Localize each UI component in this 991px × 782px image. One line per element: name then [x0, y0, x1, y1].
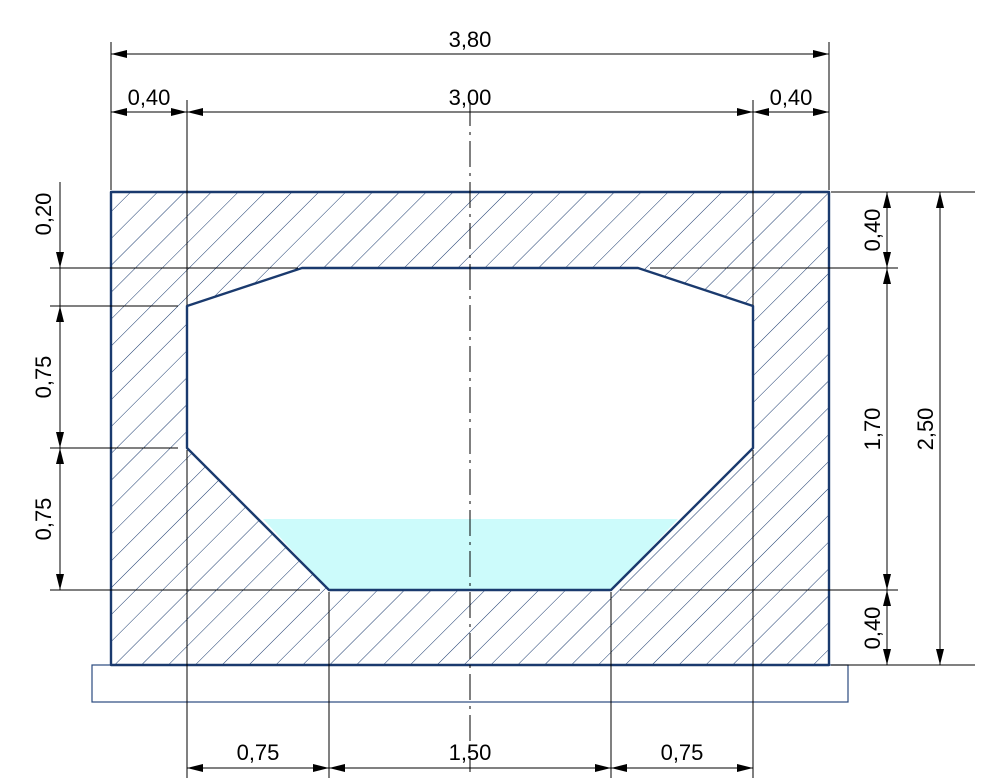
bottom-dimension-lines	[186, 450, 754, 778]
dim-right-wall: 0,40	[770, 85, 813, 110]
dim-right-bottom-slab: 0,40	[860, 607, 885, 650]
dim-left-top-offset: 0,20	[31, 193, 56, 236]
dim-total-width: 3,80	[449, 27, 492, 52]
dim-bottom-left-chamfer: 0,75	[237, 740, 280, 765]
inner-opening-outline	[185, 266, 755, 592]
dim-left-mid-height: 0,75	[31, 356, 56, 399]
left-dimension-lines	[50, 182, 320, 591]
dim-right-inner-height: 1,70	[860, 408, 885, 451]
right-dimension-lines	[620, 191, 975, 666]
top-dimension-lines	[110, 42, 830, 305]
dim-right-total-height: 2,50	[913, 408, 938, 451]
dim-bottom-width: 1,50	[449, 740, 492, 765]
dim-right-top-slab: 0,40	[860, 209, 885, 252]
dim-bottom-right-chamfer: 0,75	[661, 740, 704, 765]
dim-left-wall: 0,40	[128, 85, 171, 110]
dim-inner-width: 3,00	[449, 85, 492, 110]
dim-left-low-height: 0,75	[31, 498, 56, 541]
concrete-section-hatched	[111, 192, 829, 665]
